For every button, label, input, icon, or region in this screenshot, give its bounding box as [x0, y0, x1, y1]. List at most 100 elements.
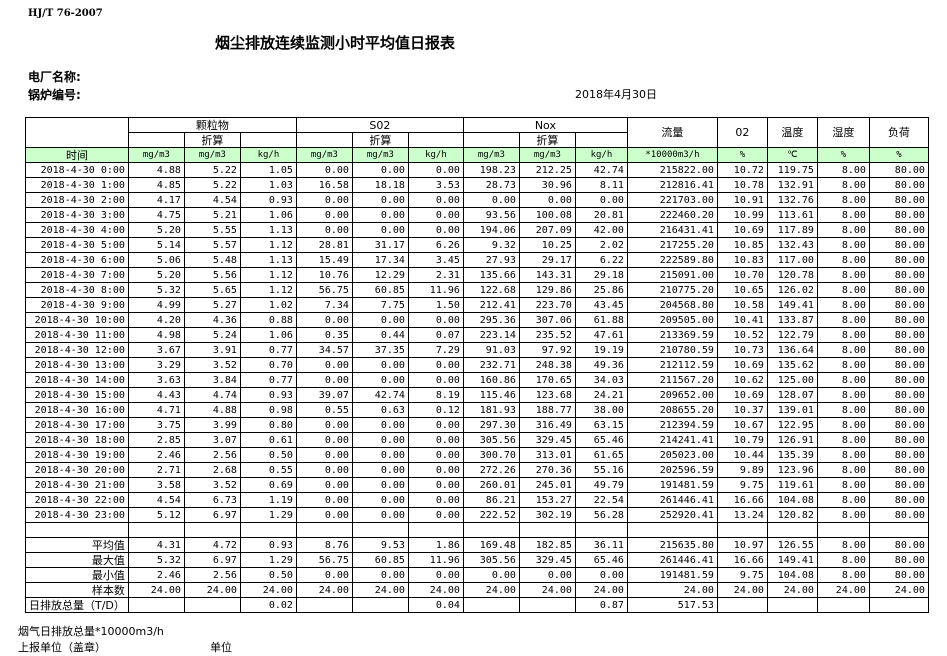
value-cell: 214241.41 — [626, 432, 718, 448]
value-cell: 24.21 — [574, 387, 628, 403]
value-cell: 10.25 — [518, 237, 576, 253]
value-cell: 61.88 — [574, 312, 628, 328]
value-cell: 49.79 — [574, 477, 628, 493]
value-cell: 8.00 — [816, 432, 870, 448]
value-cell: 169.48 — [462, 537, 520, 553]
value-cell: 0.93 — [239, 192, 297, 208]
unit-header: *10000m3/h — [626, 147, 718, 163]
value-cell: 60.85 — [351, 282, 409, 298]
value-cell: 29.17 — [518, 252, 576, 268]
cell — [626, 522, 718, 538]
value-cell: 0.80 — [239, 417, 297, 433]
value-cell: 28.73 — [462, 177, 520, 193]
value-cell: 135.39 — [766, 447, 818, 463]
value-cell: 5.56 — [183, 267, 241, 283]
value-cell: 4.74 — [183, 387, 241, 403]
value-cell: 2.56 — [183, 447, 241, 463]
cell — [25, 117, 129, 148]
group-header: 颗粒物 — [127, 117, 297, 133]
value-cell: 3.58 — [127, 477, 185, 493]
value-cell: 132.91 — [766, 177, 818, 193]
value-cell: 16.58 — [295, 177, 353, 193]
cell — [574, 132, 628, 148]
value-cell: 80.00 — [868, 252, 929, 268]
value-cell — [816, 597, 870, 613]
value-cell: 170.65 — [518, 372, 576, 388]
value-cell: 207.09 — [518, 222, 576, 238]
value-cell: 10.69 — [716, 222, 768, 238]
value-cell: 8.00 — [816, 162, 870, 178]
data-row: 2018-4-30 11:00 4.98 5.24 1.06 0.35 0.44 0.07 2… — [25, 327, 929, 343]
value-cell: 56.75 — [295, 282, 353, 298]
value-cell: 56.28 — [574, 507, 628, 523]
value-cell: 8.00 — [816, 282, 870, 298]
value-cell: 24.00 — [574, 582, 628, 598]
value-cell: 0.00 — [407, 162, 464, 178]
cell — [295, 132, 353, 148]
value-cell: 1.13 — [239, 252, 297, 268]
unit-header: % — [716, 147, 768, 163]
value-cell: 8.00 — [816, 552, 870, 568]
value-cell: 248.38 — [518, 357, 576, 373]
value-cell: 191481.59 — [626, 477, 718, 493]
value-cell: 0.63 — [351, 402, 409, 418]
value-cell: 297.30 — [462, 417, 520, 433]
data-row: 2018-4-30 0:00 4.88 5.22 1.05 0.00 0.00 0.00 19… — [25, 162, 929, 178]
value-cell: 10.91 — [716, 192, 768, 208]
data-row: 2018-4-30 1:00 4.85 5.22 1.03 16.58 18.18 3.53… — [25, 177, 929, 193]
value-cell: 329.45 — [518, 552, 576, 568]
value-cell: 3.52 — [183, 357, 241, 373]
value-cell: 8.00 — [816, 387, 870, 403]
value-cell: 80.00 — [868, 267, 929, 283]
value-cell: 132.76 — [766, 192, 818, 208]
value-cell: 8.00 — [816, 537, 870, 553]
value-cell: 0.00 — [295, 417, 353, 433]
cell — [127, 522, 185, 538]
value-cell: 55.16 — [574, 462, 628, 478]
value-cell: 3.53 — [407, 177, 464, 193]
value-cell: 139.01 — [766, 402, 818, 418]
value-cell: 5.48 — [183, 252, 241, 268]
footer-note: 上报单位（盖章） — [18, 641, 106, 654]
unit-header: mg/m3 — [518, 147, 576, 163]
value-cell: 8.19 — [407, 387, 464, 403]
value-cell: 0.12 — [407, 402, 464, 418]
data-row: 2018-4-30 6:00 5.06 5.48 1.13 15.49 17.34 3.45… — [25, 252, 929, 268]
value-cell: 6.97 — [183, 552, 241, 568]
value-cell: 4.17 — [127, 192, 185, 208]
value-cell: 80.00 — [868, 417, 929, 433]
value-cell: 194.06 — [462, 222, 520, 238]
cell — [574, 522, 628, 538]
column-header: 温度 — [766, 117, 818, 148]
unit-header: mg/m3 — [295, 147, 353, 163]
value-cell: 222.52 — [462, 507, 520, 523]
cell — [462, 522, 520, 538]
cell — [239, 132, 297, 148]
value-cell: 7.75 — [351, 297, 409, 313]
value-cell: 24.00 — [127, 582, 185, 598]
stat-label: 平均值 — [25, 537, 129, 553]
value-cell: 272.26 — [462, 462, 520, 478]
value-cell: 24.00 — [295, 582, 353, 598]
value-cell: 123.96 — [766, 462, 818, 478]
value-cell: 8.00 — [816, 222, 870, 238]
value-cell: 16.66 — [716, 492, 768, 508]
value-cell: 0.04 — [407, 597, 464, 613]
value-cell: 91.03 — [462, 342, 520, 358]
value-cell: 80.00 — [868, 402, 929, 418]
value-cell: 80.00 — [868, 567, 929, 583]
value-cell: 80.00 — [868, 357, 929, 373]
value-cell: 6.22 — [574, 252, 628, 268]
value-cell: 126.02 — [766, 282, 818, 298]
value-cell: 4.54 — [127, 492, 185, 508]
group-header: S02 — [295, 117, 464, 133]
value-cell: 0.61 — [239, 432, 297, 448]
value-cell: 0.00 — [295, 447, 353, 463]
value-cell: 65.46 — [574, 552, 628, 568]
value-cell: 149.41 — [766, 552, 818, 568]
value-cell: 0.00 — [295, 357, 353, 373]
value-cell: 43.45 — [574, 297, 628, 313]
value-cell: 0.00 — [407, 312, 464, 328]
value-cell: 8.00 — [816, 252, 870, 268]
value-cell: 115.46 — [462, 387, 520, 403]
